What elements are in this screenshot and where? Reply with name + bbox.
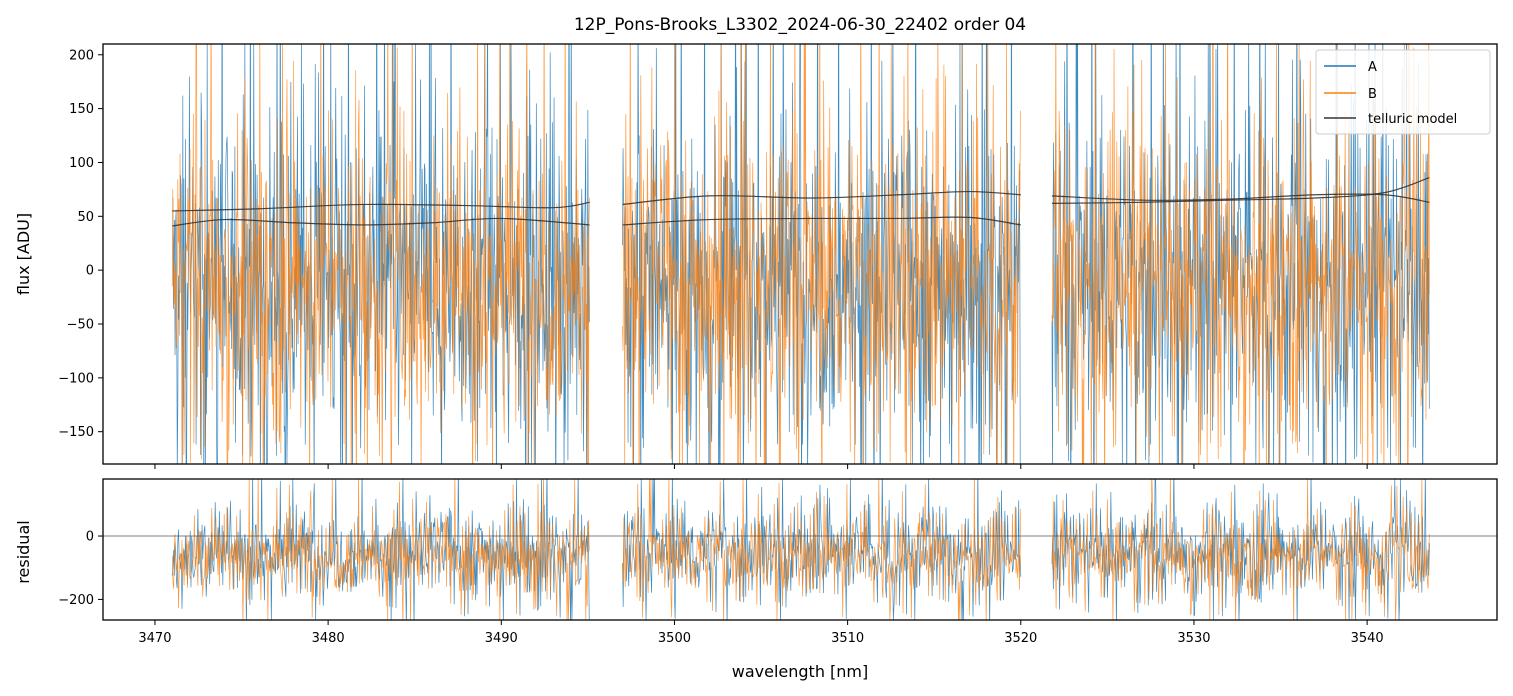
residual-y-tick-label: −200 <box>58 593 94 608</box>
residual-series-a-segment-2 <box>622 479 1022 620</box>
legend-label-telluric: telluric model <box>1368 112 1457 127</box>
flux-series-b-segment-3 <box>1051 44 1430 464</box>
flux-x-axis <box>154 464 1368 469</box>
x-tick-label: 3490 <box>485 631 518 646</box>
flux-axes-frame <box>102 43 1498 465</box>
residual-series-b-segment-3 <box>1051 479 1430 620</box>
x-tick-label: 3530 <box>1177 631 1210 646</box>
telluric-model-curve-4 <box>622 216 1021 226</box>
residual-series-b-segment-2 <box>622 479 1022 620</box>
residual-axes-frame <box>102 478 1498 621</box>
telluric-model-curve-6 <box>1051 193 1430 203</box>
telluric-model-curve-1 <box>172 201 590 212</box>
legend-label-b: B <box>1368 87 1377 102</box>
residual-plot-area <box>103 479 1497 620</box>
legend-box <box>1315 49 1491 135</box>
residual-x-axis: 3470 3480 3490 3500 3510 3520 3530 3540 <box>138 620 1384 646</box>
legend: A B telluric model <box>1315 49 1491 135</box>
legend-label-a: A <box>1368 60 1377 75</box>
flux-y-tick-label: −100 <box>58 371 94 386</box>
flux-y-axis-title: flux [ADU] <box>14 213 33 295</box>
flux-plot-area <box>171 44 1430 464</box>
x-tick-label: 3540 <box>1351 631 1384 646</box>
residual-y-axis: −200 0 <box>58 530 103 608</box>
flux-y-tick-label: −150 <box>58 425 94 440</box>
flux-series-b-segment-1 <box>171 44 590 464</box>
flux-y-tick-label: 100 <box>69 156 94 171</box>
flux-y-tick-label: 50 <box>77 210 94 225</box>
flux-y-tick-label: 150 <box>69 102 94 117</box>
flux-y-tick-label: 200 <box>69 48 94 63</box>
chart-title: 12P_Pons-Brooks_L3302_2024-06-30_22402 o… <box>574 15 1026 35</box>
residual-y-tick-label: 0 <box>86 530 94 545</box>
flux-y-tick-label: −50 <box>67 318 94 333</box>
telluric-model-curve-3 <box>622 190 1021 206</box>
residual-series-b-segment-1 <box>171 479 590 620</box>
x-tick-label: 3470 <box>138 631 171 646</box>
flux-y-tick-label: 0 <box>86 264 94 279</box>
x-tick-label: 3510 <box>831 631 864 646</box>
x-tick-label: 3500 <box>658 631 691 646</box>
telluric-model-curve-5 <box>1051 176 1430 204</box>
x-axis-title: wavelength [nm] <box>732 662 869 681</box>
residual-y-axis-title: residual <box>14 520 33 583</box>
x-tick-label: 3520 <box>1004 631 1037 646</box>
flux-y-axis: −150 −100 −50 0 50 100 150 200 <box>58 48 103 440</box>
flux-series-b-segment-2 <box>622 44 1021 464</box>
x-tick-label: 3480 <box>312 631 345 646</box>
telluric-model-curve-2 <box>172 217 590 227</box>
